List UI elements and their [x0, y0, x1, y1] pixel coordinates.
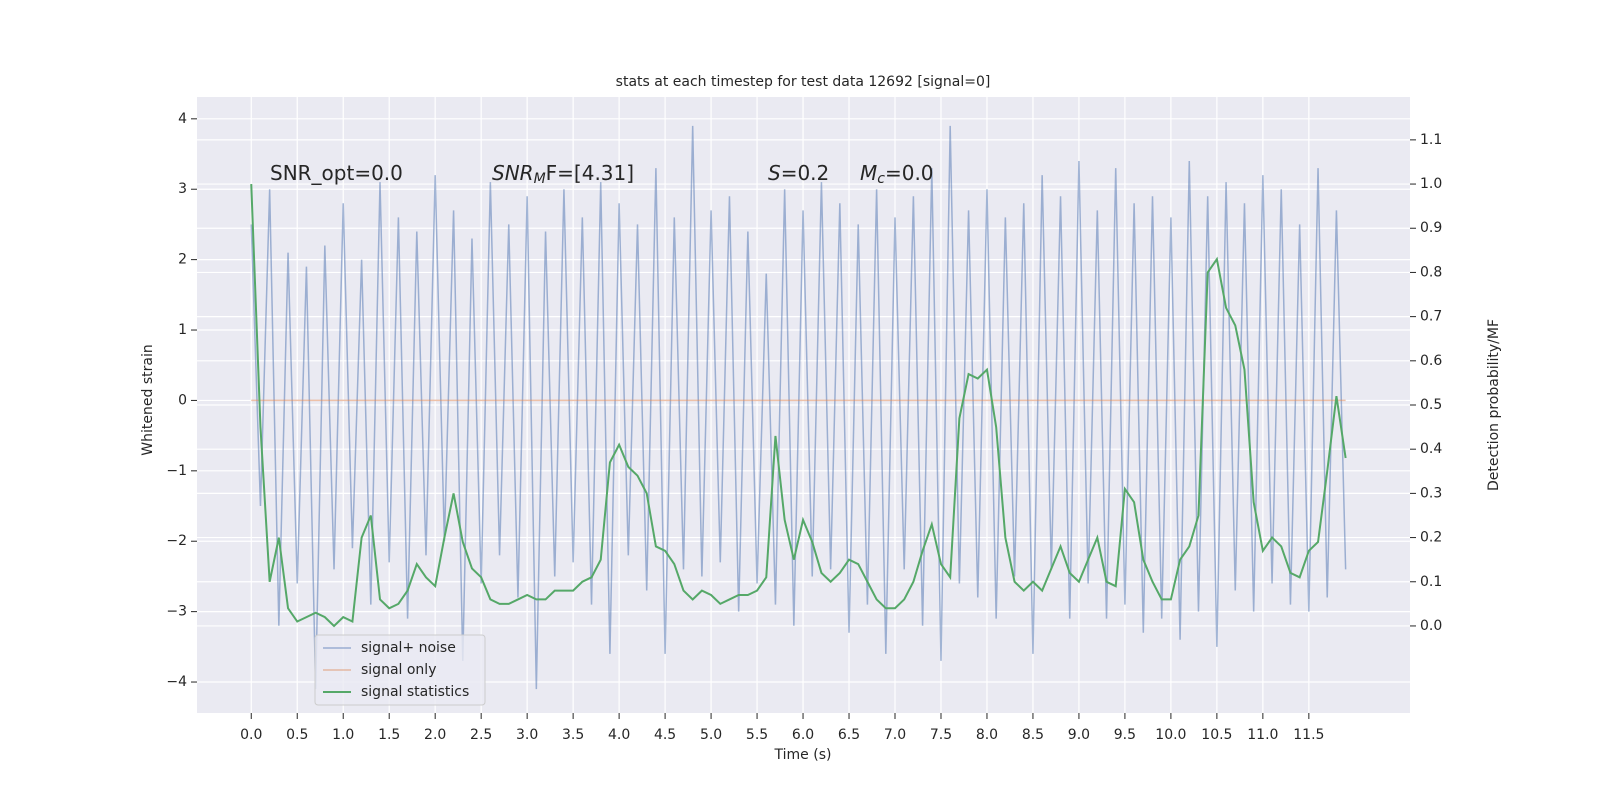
legend-label: signal statistics	[361, 684, 469, 700]
annotation-text: S	[768, 161, 781, 185]
x-axis-label: Time (s)	[774, 747, 832, 763]
annotation-text: SNR	[492, 161, 534, 185]
series-line	[250, 184, 1347, 628]
y2-tick-label: 0.2	[1420, 530, 1442, 546]
x-tick-label: 10.0	[1155, 727, 1186, 743]
y2-tick-label: 0.0	[1420, 618, 1442, 634]
x-tick-label: 2.5	[470, 727, 492, 743]
annotation-text: F=[4.31]	[546, 161, 634, 185]
y2-tick-label: 0.6	[1420, 353, 1442, 369]
y2-tick-label: 0.7	[1420, 309, 1442, 325]
series-line	[250, 125, 1347, 690]
y-tick-label: 2	[178, 252, 187, 268]
annotation: Mc=0.0	[860, 161, 934, 188]
x-tick-label: 5.0	[700, 727, 722, 743]
annotation: SNR_opt=0.0	[270, 161, 403, 185]
y2-tick-label: 1.0	[1420, 176, 1442, 192]
x-tick-label: 4.0	[608, 727, 630, 743]
y2-tick-label: 0.1	[1420, 574, 1442, 590]
y2-tick-label: 0.4	[1420, 441, 1442, 457]
x-tick-label: 6.0	[792, 727, 814, 743]
x-tick-label: 7.5	[930, 727, 952, 743]
x-tick-label: 8.5	[1022, 727, 1044, 743]
y-tick-label: −2	[166, 533, 187, 549]
x-tick-label: 4.5	[654, 727, 676, 743]
annotation-text: =0.0	[885, 161, 934, 185]
y2-axis-label: Detection probability/MF	[1486, 319, 1502, 491]
legend: signal+ noise signal only signal statistic…	[314, 634, 486, 706]
x-tick-label: 3.5	[562, 727, 584, 743]
x-tick-label: 0.5	[286, 727, 308, 743]
y-tick-label: 4	[178, 111, 187, 127]
y2-tick-label: 0.9	[1420, 220, 1442, 236]
y-tick-label: −3	[166, 604, 187, 620]
x-tick-label: 11.5	[1293, 727, 1324, 743]
legend-label: signal+ noise	[361, 640, 456, 656]
y-tick-label: −4	[166, 674, 187, 690]
annotation: SNRMF=[4.31]	[492, 161, 634, 188]
x-tick-label: 8.0	[976, 727, 998, 743]
x-tick-label: 2.0	[424, 727, 446, 743]
x-tick-label: 9.5	[1114, 727, 1136, 743]
y2-tick-label: 0.8	[1420, 264, 1442, 280]
annotation: S=0.2	[768, 161, 829, 185]
annotation-text: =0.2	[781, 161, 830, 185]
y2-tick-label: 0.5	[1420, 397, 1442, 413]
y-axis-label: Whitened strain	[140, 344, 156, 455]
x-tick-label: 10.5	[1201, 727, 1232, 743]
annotation-sub: c	[877, 171, 885, 187]
y-tick-label: 3	[178, 181, 187, 197]
legend-label: signal only	[361, 662, 436, 678]
y-tick-label: −1	[166, 463, 187, 479]
y2-tick-label: 0.3	[1420, 485, 1442, 501]
x-tick-label: 7.0	[884, 727, 906, 743]
y-tick-label: 0	[178, 392, 187, 408]
annotation-text: SNR_opt=0.0	[270, 161, 403, 185]
y2-tick-label: 1.1	[1420, 132, 1442, 148]
annotation-text: M	[860, 161, 877, 185]
x-tick-label: 9.0	[1068, 727, 1090, 743]
legend-box	[314, 634, 486, 706]
x-tick-label: 1.0	[332, 727, 354, 743]
chart-title: stats at each timestep for test data 126…	[616, 74, 991, 90]
x-tick-label: 0.0	[240, 727, 262, 743]
x-tick-label: 11.0	[1247, 727, 1278, 743]
x-tick-label: 6.5	[838, 727, 860, 743]
x-tick-label: 3.0	[516, 727, 538, 743]
annotation-sub: M	[534, 171, 546, 187]
x-tick-label: 5.5	[746, 727, 768, 743]
y-tick-label: 1	[178, 322, 187, 338]
x-tick-label: 1.5	[378, 727, 400, 743]
